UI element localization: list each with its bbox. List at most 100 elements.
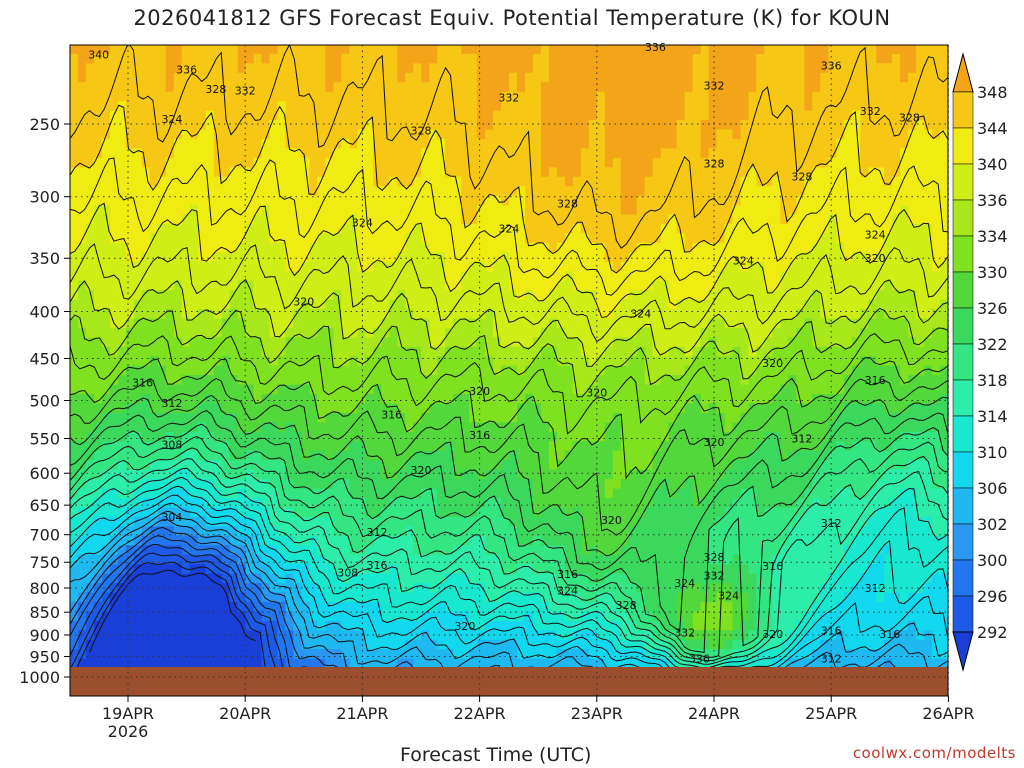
field-cell [812, 271, 821, 282]
field-cell [93, 337, 103, 348]
field-cell [692, 186, 702, 197]
field-cell [916, 110, 925, 121]
field-cell [70, 365, 79, 376]
field-cell [876, 384, 885, 395]
field-cell [197, 346, 207, 357]
field-cell [517, 280, 526, 291]
field-cell [189, 53, 199, 64]
field-cell [780, 110, 789, 121]
field-cell [109, 167, 119, 178]
field-cell [341, 337, 350, 348]
field-cell [740, 176, 750, 187]
field-cell [78, 157, 87, 168]
field-cell [652, 356, 662, 367]
field-cell [189, 148, 199, 159]
field-cell [708, 91, 718, 102]
field-cell [293, 271, 303, 282]
field-cell [341, 431, 350, 442]
field-cell [221, 120, 231, 130]
field-cell [716, 318, 726, 329]
field-cell [261, 91, 271, 102]
field-cell [493, 233, 502, 244]
field-cell [229, 403, 239, 414]
field-cell [469, 242, 478, 253]
field-cell [165, 441, 175, 452]
field-cell [532, 299, 542, 310]
field-cell [78, 63, 87, 74]
field-cell [485, 403, 494, 414]
field-cell [764, 309, 773, 319]
field-cell [325, 346, 334, 357]
field-cell [844, 72, 853, 83]
field-cell [485, 167, 494, 178]
field-cell [70, 422, 79, 433]
field-cell [532, 45, 542, 55]
field-cell [357, 290, 366, 301]
field-cell [612, 356, 622, 367]
field-cell [213, 138, 223, 149]
field-cell [389, 271, 398, 282]
field-cell [261, 252, 271, 263]
field-cell [301, 261, 311, 272]
field-cell [293, 176, 303, 187]
field-cell [317, 309, 326, 319]
field-cell [237, 271, 247, 282]
field-cell [652, 337, 662, 348]
field-cell [149, 82, 159, 93]
field-cell [740, 346, 750, 357]
field-cell [285, 110, 295, 121]
field-cell [501, 129, 510, 140]
field-cell [197, 431, 207, 442]
field-cell [812, 53, 821, 64]
field-cell [509, 45, 518, 55]
field-cell [245, 138, 255, 149]
field-cell [620, 195, 630, 206]
field-cell [469, 261, 478, 272]
field-cell [341, 63, 350, 74]
field-cell [532, 148, 542, 159]
field-cell [932, 450, 941, 461]
field-cell [796, 431, 805, 442]
field-cell [205, 280, 215, 291]
field-cell [924, 110, 933, 121]
field-cell [221, 460, 231, 471]
field-cell [852, 205, 861, 216]
field-cell [453, 176, 462, 187]
field-cell [668, 460, 678, 471]
field-cell [940, 82, 948, 93]
field-cell [93, 384, 103, 395]
field-cell [740, 318, 750, 329]
field-cell [668, 441, 678, 452]
field-cell [277, 299, 287, 310]
field-cell [796, 403, 805, 414]
field-cell [325, 138, 334, 149]
field-cell [413, 365, 422, 376]
field-cell [724, 403, 734, 414]
field-cell [173, 460, 183, 471]
field-cell [285, 101, 295, 112]
field-cell [812, 45, 821, 55]
field-cell [469, 224, 478, 234]
field-cell [269, 242, 279, 253]
field-cell [70, 120, 79, 130]
field-cell [916, 63, 925, 74]
field-cell [932, 403, 941, 414]
field-cell [453, 186, 462, 197]
field-cell [700, 290, 710, 301]
field-cell [269, 101, 279, 112]
field-cell [580, 176, 590, 187]
field-cell [253, 176, 263, 187]
field-cell [381, 375, 390, 386]
field-cell [469, 186, 478, 197]
field-cell [269, 205, 279, 216]
field-cell [764, 91, 773, 102]
field-cell [892, 346, 901, 357]
field-cell [820, 356, 829, 367]
field-cell [501, 375, 510, 386]
field-cell [580, 318, 590, 329]
field-cell [908, 394, 917, 405]
field-cell [469, 195, 478, 206]
field-cell [125, 431, 135, 442]
field-cell [788, 299, 797, 310]
field-cell [796, 176, 805, 187]
